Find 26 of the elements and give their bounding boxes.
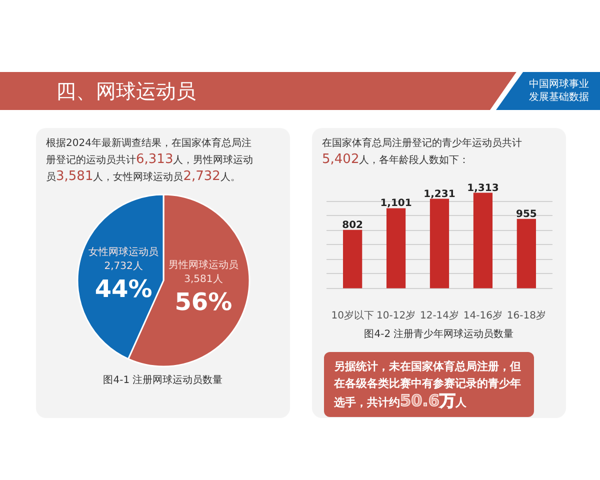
x-tick-label: 10岁以下 (331, 310, 374, 322)
x-tick-label: 12-14岁 (420, 310, 460, 322)
bar (516, 218, 536, 288)
chart-subtitle: 在国家体育总局注册登记的青少年运动员共计5,402人，各年龄段人数如下： (321, 136, 523, 169)
bar (473, 192, 493, 288)
x-tick-label: 14-16岁 (463, 310, 502, 322)
text: 中国网球事业发展基础数据 (528, 78, 590, 104)
text: 图4-1 注册网球运动员数量 (102, 374, 224, 388)
slice-label: 男性网球运动员 (168, 258, 238, 271)
text: 根据2024年最新调查结果，在国家体育总局注册登记的运动员共计6,313人，男性网球运动员3,581人，女性网球运动员2,732人。 (46, 138, 254, 184)
bar (343, 230, 362, 288)
x-tick-label: 10-12岁 (376, 310, 416, 322)
bar (386, 208, 406, 288)
text: 图4-2 注册青少年网球运动员数量 (363, 328, 515, 342)
x-tick-label: 16-18岁 (506, 310, 546, 322)
bar (430, 198, 450, 288)
slice-label: 女性网球运动员 (88, 246, 159, 258)
data-label: 955 (516, 208, 537, 220)
data-label: 2,732人 44% (94, 261, 152, 304)
text: 另据统计，未在国家体育总局注册，但在各级各类比赛中有参赛记录的青少年选手，共计约50.6万人 (324, 352, 534, 417)
data-label: 802 (342, 220, 364, 231)
data-label: 1,313 (467, 182, 499, 194)
data-label: 1,231 (424, 188, 456, 200)
data-label: 1,101 (380, 198, 412, 210)
data-label: 3,581人 56% (174, 274, 232, 316)
text: 四、网球运动员 (56, 79, 196, 103)
